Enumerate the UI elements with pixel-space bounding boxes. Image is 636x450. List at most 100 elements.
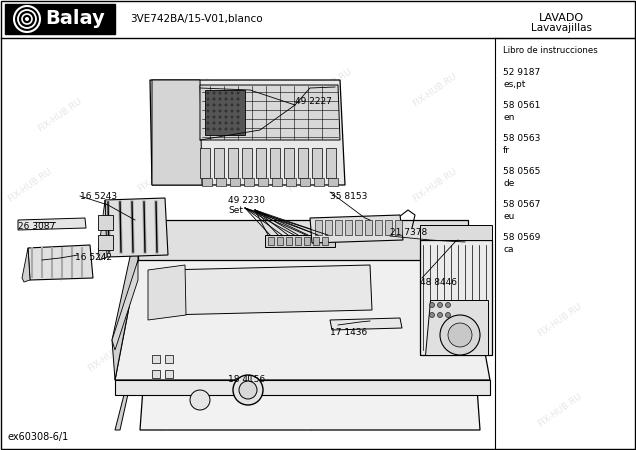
Circle shape bbox=[219, 116, 221, 118]
Circle shape bbox=[212, 122, 216, 125]
Circle shape bbox=[207, 98, 209, 100]
Circle shape bbox=[239, 381, 257, 399]
Polygon shape bbox=[105, 198, 168, 257]
Circle shape bbox=[212, 98, 216, 100]
Text: Libro de instrucciones: Libro de instrucciones bbox=[503, 46, 598, 55]
Text: 58 0567: 58 0567 bbox=[503, 200, 541, 209]
Bar bbox=[98, 215, 113, 230]
Bar bbox=[365, 220, 372, 235]
Circle shape bbox=[219, 127, 221, 130]
Circle shape bbox=[445, 302, 450, 307]
Polygon shape bbox=[115, 380, 490, 395]
Bar bbox=[272, 178, 282, 186]
Circle shape bbox=[225, 98, 228, 100]
Text: FIX-HUB.RU: FIX-HUB.RU bbox=[36, 96, 84, 134]
Circle shape bbox=[212, 109, 216, 112]
Polygon shape bbox=[165, 265, 372, 315]
Bar bbox=[315, 220, 322, 235]
Text: ex60308-6/1: ex60308-6/1 bbox=[8, 432, 69, 442]
Text: 58 0563: 58 0563 bbox=[503, 134, 541, 143]
Polygon shape bbox=[425, 300, 488, 355]
Circle shape bbox=[230, 116, 233, 118]
Text: 17 1436: 17 1436 bbox=[330, 328, 367, 337]
Text: es,pt: es,pt bbox=[503, 80, 525, 89]
Bar bbox=[298, 148, 308, 178]
Polygon shape bbox=[420, 225, 492, 240]
Bar bbox=[304, 237, 310, 245]
Polygon shape bbox=[112, 220, 138, 380]
Text: FIX-HUB.RU: FIX-HUB.RU bbox=[411, 72, 459, 108]
Bar bbox=[355, 220, 362, 235]
Circle shape bbox=[448, 323, 472, 347]
Bar bbox=[152, 370, 160, 378]
Text: 16 5243: 16 5243 bbox=[80, 192, 117, 201]
Text: FIX-HUB.RU: FIX-HUB.RU bbox=[166, 76, 214, 113]
Text: ca: ca bbox=[503, 245, 513, 254]
Circle shape bbox=[237, 98, 240, 100]
Circle shape bbox=[207, 127, 209, 130]
Text: 35 8153: 35 8153 bbox=[330, 192, 368, 201]
Circle shape bbox=[207, 122, 209, 125]
Circle shape bbox=[438, 312, 443, 318]
Circle shape bbox=[237, 91, 240, 94]
Text: FIX-HUB.RU: FIX-HUB.RU bbox=[56, 247, 104, 284]
Text: 58 0561: 58 0561 bbox=[503, 101, 541, 110]
Text: FIX-HUB.RU: FIX-HUB.RU bbox=[346, 247, 394, 284]
Text: LAVADO: LAVADO bbox=[539, 13, 584, 23]
Bar bbox=[244, 178, 254, 186]
Text: FIX-HUB.RU: FIX-HUB.RU bbox=[307, 396, 354, 433]
Bar bbox=[395, 220, 402, 235]
Circle shape bbox=[230, 127, 233, 130]
Text: 16 5242: 16 5242 bbox=[75, 253, 112, 262]
Polygon shape bbox=[112, 260, 138, 350]
Text: FIX-HUB.RU: FIX-HUB.RU bbox=[156, 396, 204, 433]
Text: de: de bbox=[503, 179, 515, 188]
Circle shape bbox=[219, 91, 221, 94]
Bar bbox=[335, 220, 342, 235]
Bar bbox=[5, 4, 115, 34]
Text: 49 2227: 49 2227 bbox=[295, 97, 332, 106]
Text: 49 2230: 49 2230 bbox=[228, 196, 265, 205]
Bar bbox=[270, 148, 280, 178]
Circle shape bbox=[230, 98, 233, 100]
Circle shape bbox=[230, 104, 233, 107]
Text: FIX-HUB.RU: FIX-HUB.RU bbox=[536, 392, 584, 428]
Bar bbox=[325, 220, 332, 235]
Polygon shape bbox=[200, 85, 340, 140]
Bar bbox=[314, 178, 324, 186]
Polygon shape bbox=[98, 200, 107, 260]
Bar bbox=[200, 148, 210, 178]
Bar bbox=[256, 148, 266, 178]
Circle shape bbox=[207, 116, 209, 118]
Text: FIX-HUB.RU: FIX-HUB.RU bbox=[6, 166, 53, 203]
Text: 48 8446: 48 8446 bbox=[420, 278, 457, 287]
Text: fr: fr bbox=[503, 146, 510, 155]
Text: FIX-HUB.RU: FIX-HUB.RU bbox=[307, 67, 354, 104]
Circle shape bbox=[429, 302, 434, 307]
Circle shape bbox=[237, 122, 240, 125]
Circle shape bbox=[225, 116, 228, 118]
Bar bbox=[312, 148, 322, 178]
Polygon shape bbox=[148, 265, 186, 320]
Text: 21 7378: 21 7378 bbox=[390, 228, 427, 237]
Text: eu: eu bbox=[503, 212, 515, 221]
Bar bbox=[205, 90, 245, 135]
Circle shape bbox=[230, 122, 233, 125]
Bar bbox=[258, 178, 268, 186]
Circle shape bbox=[207, 104, 209, 107]
Bar bbox=[295, 237, 301, 245]
Circle shape bbox=[237, 104, 240, 107]
Circle shape bbox=[219, 109, 221, 112]
Text: FIX-HUB.RU: FIX-HUB.RU bbox=[86, 337, 134, 374]
Circle shape bbox=[225, 122, 228, 125]
Polygon shape bbox=[18, 218, 86, 230]
Text: FIX-HUB.RU: FIX-HUB.RU bbox=[377, 337, 424, 374]
Bar bbox=[345, 220, 352, 235]
Polygon shape bbox=[115, 260, 490, 380]
Circle shape bbox=[212, 116, 216, 118]
Bar bbox=[277, 237, 283, 245]
Circle shape bbox=[207, 109, 209, 112]
Text: 3VE742BA/15-V01,blanco: 3VE742BA/15-V01,blanco bbox=[130, 14, 263, 24]
Polygon shape bbox=[152, 80, 202, 185]
Circle shape bbox=[237, 109, 240, 112]
